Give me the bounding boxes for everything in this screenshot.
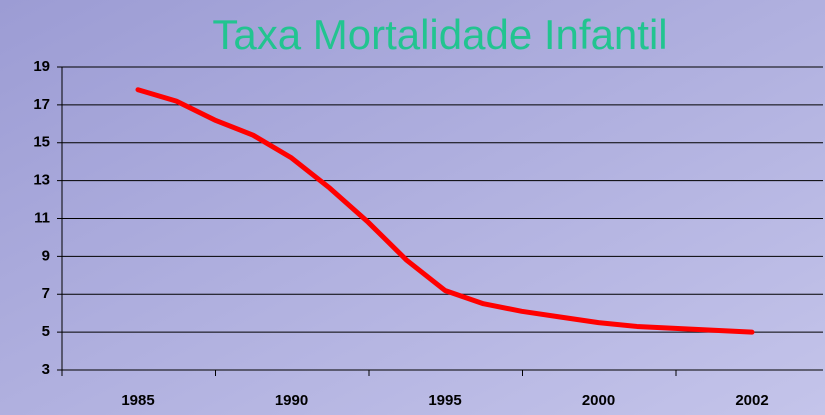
- y-tick-label: 17: [33, 96, 50, 113]
- x-tick-label: 1995: [428, 392, 461, 409]
- y-tick-label: 19: [33, 58, 50, 75]
- y-tick-label: 7: [42, 285, 50, 302]
- x-tick-label: 2000: [582, 392, 615, 409]
- y-tick-label: 3: [42, 361, 50, 378]
- x-tick-label: 2002: [735, 392, 768, 409]
- x-tick-label: 1990: [275, 392, 308, 409]
- y-tick-label: 13: [33, 172, 50, 189]
- chart-title: Taxa Mortalidade Infantil: [212, 11, 667, 58]
- y-tick-label: 11: [34, 209, 50, 226]
- data-line: [135, 87, 755, 335]
- y-tick-label: 5: [42, 323, 50, 340]
- y-tick-label: 15: [33, 134, 50, 151]
- x-tick-label: 1985: [121, 392, 154, 409]
- y-tick-label: 9: [42, 247, 50, 264]
